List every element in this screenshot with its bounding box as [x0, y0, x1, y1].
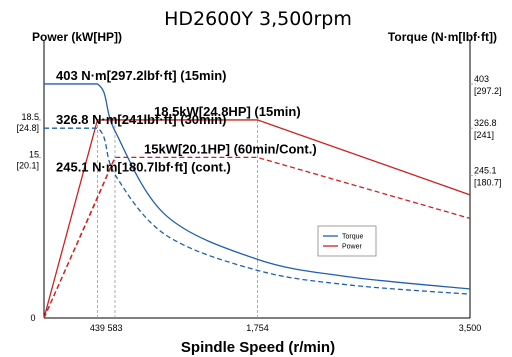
x-tick-label: 0	[30, 313, 35, 323]
right-tick-label: 245.1	[474, 166, 497, 176]
legend-label-torque: Torque	[342, 234, 364, 241]
x-tick-label: 1,754	[246, 323, 269, 333]
x-tick-label: 439	[90, 323, 105, 333]
annotation-label: 245.1 N·m[180.7lbf·ft] (cont.)	[56, 160, 231, 175]
legend-box	[317, 225, 377, 257]
annotation-label: 18.5kW[24.8HP] (15min)	[154, 104, 301, 119]
power-series-line-solid-1	[43, 119, 471, 319]
legend: Torque Power	[317, 225, 377, 257]
x-tick-label: 3,500	[459, 323, 482, 333]
right-tick-sublabel: [297.2]	[474, 86, 502, 96]
right-axis-label: Torque (N·m[lbf·ft])	[388, 30, 497, 44]
torque-series-line-solid-0	[44, 83, 471, 290]
guide-lines	[38, 83, 476, 318]
x-tick-label: 583	[107, 323, 122, 333]
left-tick-label: 18.5	[21, 112, 39, 122]
left-tick-sublabel: [20.1]	[16, 160, 39, 170]
x-axis-label: Spindle Speed (r/min)	[181, 339, 335, 356]
annotation-label: 403 N·m[297.2lbf·ft] (15min)	[56, 68, 226, 83]
annotation-label: 326.8 N·m[241lbf·ft] (30min)	[56, 112, 226, 127]
right-tick-label: 403	[474, 74, 489, 84]
series-layer	[43, 83, 471, 319]
plot-frame	[43, 40, 471, 319]
power-series-line-dashed-3	[43, 156, 471, 319]
right-tick-sublabel: [180.7]	[474, 178, 502, 188]
left-axis-label: Power (kW[HP])	[32, 30, 122, 44]
chart-title: HD2600Y 3,500rpm	[164, 8, 352, 30]
annotations: 403 N·m[297.2lbf·ft] (15min) 18.5kW[24.8H…	[56, 68, 317, 175]
power-series-line-dashed-4	[43, 157, 116, 319]
left-tick-sublabel: [24.8]	[16, 123, 39, 133]
legend-label-power: Power	[342, 244, 363, 251]
tick-labels: 0 439 583 1,754 3,500 18.5[24.8] 15[20.1] 403 [2…	[16, 74, 501, 333]
right-tick-sublabel: [241]	[474, 130, 494, 140]
left-tick-label: 15	[29, 149, 39, 159]
right-tick-label: 326.8	[474, 118, 497, 128]
torque-series-line-dashed-2	[44, 127, 471, 295]
annotation-label: 15kW[20.1HP] (60min/Cont.)	[144, 141, 317, 156]
